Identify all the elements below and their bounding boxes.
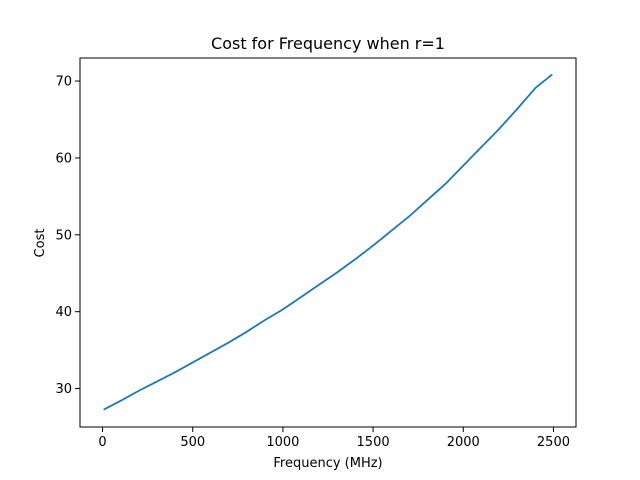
cost-series-line [103,74,553,411]
y-tick-label: 60 [55,151,72,166]
plot-frame [79,57,577,428]
x-axis-label: Frequency (MHz) [273,456,382,471]
x-tick-label: 0 [98,435,106,450]
chart-title: Cost for Frequency when r=1 [211,34,445,53]
y-tick-label: 70 [55,75,72,90]
y-axis-label: Cost [33,229,48,258]
y-tick-label: 40 [55,305,72,320]
x-tick-label: 1500 [357,435,390,450]
x-tick-label: 500 [180,435,205,450]
y-tick-label: 50 [55,228,72,243]
x-tick-label: 2000 [447,435,480,450]
x-tick-label: 2500 [537,435,570,450]
x-tick-label: 1000 [266,435,299,450]
y-tick-label: 30 [55,382,72,397]
